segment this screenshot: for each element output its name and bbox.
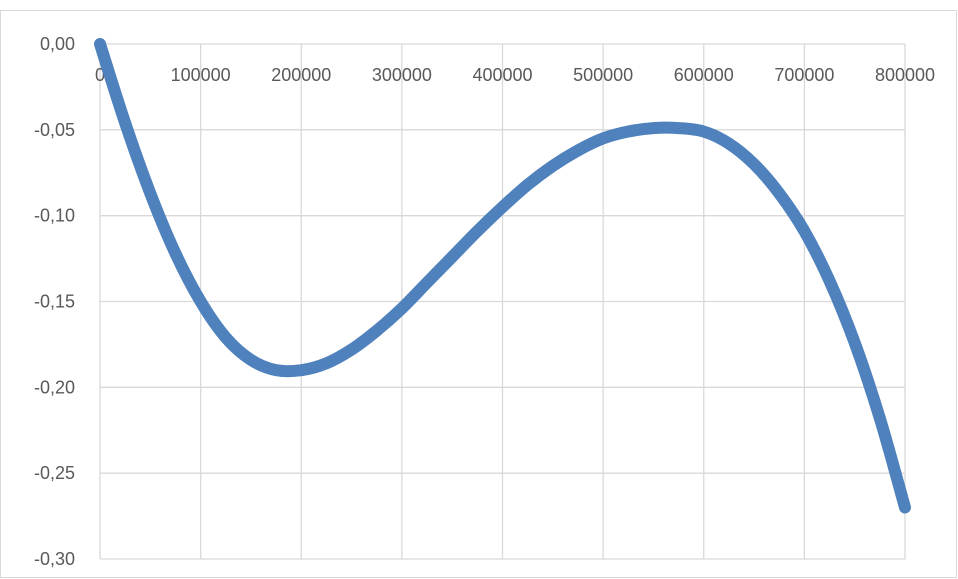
x-tick-label: 400000 xyxy=(472,65,532,85)
x-tick-label: 500000 xyxy=(573,65,633,85)
y-tick-label: -0,25 xyxy=(34,463,75,483)
x-tick-label: 300000 xyxy=(372,65,432,85)
gridlines xyxy=(99,43,906,560)
y-tick-label: 0,00 xyxy=(40,34,75,54)
x-tick-label: 600000 xyxy=(674,65,734,85)
chart-area-border xyxy=(0,10,957,578)
y-tick-label: -0,30 xyxy=(34,549,75,569)
x-tick-label: 200000 xyxy=(271,65,331,85)
y-tick-label: -0,20 xyxy=(34,377,75,397)
x-tick-label: 800000 xyxy=(875,65,935,85)
y-axis-tick-labels: 0,00 -0,05 -0,10 -0,15 -0,20 -0,25 -0,30 xyxy=(34,34,75,569)
x-tick-label: 0 xyxy=(95,65,105,85)
y-tick-label: -0,10 xyxy=(34,206,75,226)
x-axis-tick-labels: 0 100000 200000 300000 400000 500000 600000 700… xyxy=(95,65,935,85)
y-tick-label: -0,15 xyxy=(34,292,75,312)
y-tick-label: -0,05 xyxy=(34,120,75,140)
x-tick-label: 700000 xyxy=(774,65,834,85)
x-tick-label: 100000 xyxy=(171,65,231,85)
series-line xyxy=(94,38,911,514)
series-group xyxy=(94,38,911,514)
